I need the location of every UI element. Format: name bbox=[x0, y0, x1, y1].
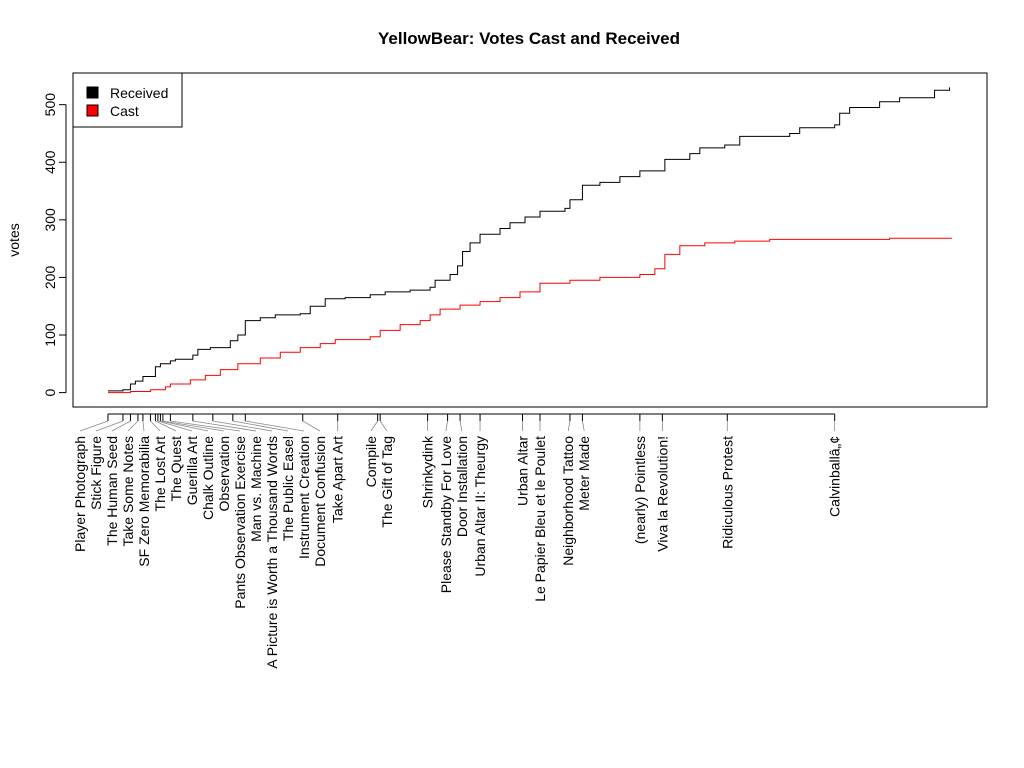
x-tick-label: Ridiculous Protest bbox=[719, 436, 735, 549]
x-tick-leader bbox=[567, 420, 571, 432]
series-lines bbox=[107, 87, 953, 394]
x-tick-label: Please Standby For Love bbox=[438, 436, 454, 593]
chart-title: YellowBear: Votes Cast and Received bbox=[378, 29, 680, 48]
x-tick-label: A Picture is Worth a Thousand Words bbox=[264, 436, 280, 669]
x-tick-label: Calvinballâ„¢ bbox=[827, 436, 843, 517]
x-tick-label: Shrinkydink bbox=[420, 435, 436, 508]
plot-frame bbox=[72, 72, 988, 408]
x-tick-label: Man vs. Machine bbox=[248, 436, 264, 542]
y-tick-label: 200 bbox=[42, 266, 58, 290]
legend-swatch-cast bbox=[86, 104, 99, 117]
x-tick-label: Guerilla Art bbox=[184, 436, 200, 505]
x-tick-label: SF Zero Memorabilia bbox=[136, 436, 152, 567]
x-tick-leader bbox=[95, 420, 124, 432]
x-axis: Player Photograph Stick Figure The Human S… bbox=[72, 413, 843, 669]
x-tick-leader bbox=[379, 420, 388, 432]
y-axis-label: votes bbox=[6, 223, 22, 256]
y-tick-label: 100 bbox=[42, 323, 58, 347]
x-tick-label: Urban Altar II: Theurgy bbox=[472, 436, 488, 577]
x-tick-label: The Human Seed bbox=[104, 436, 120, 546]
x-tick-label: Neighborhood Tattoo bbox=[560, 436, 576, 566]
x-tick-label: Stick Figure bbox=[88, 436, 104, 510]
x-tick-leader bbox=[445, 420, 448, 432]
x-tick-leader bbox=[162, 420, 225, 432]
series-line-cast bbox=[107, 237, 953, 394]
x-tick-label: Meter Made bbox=[576, 436, 592, 511]
y-tick-label: 0 bbox=[42, 389, 58, 397]
legend-label-received: Received bbox=[110, 85, 168, 101]
x-tick-label: Viva la Revolution! bbox=[654, 436, 670, 552]
x-tick-label: Pants Observation Exercise bbox=[232, 436, 248, 609]
x-tick-leader bbox=[150, 420, 161, 432]
x-tick-label: Take Apart Art bbox=[330, 436, 346, 523]
x-tick-label: Urban Altar bbox=[515, 436, 531, 506]
x-tick-label: The Gift of Tag bbox=[379, 436, 395, 528]
y-tick-label: 400 bbox=[42, 150, 58, 174]
x-tick-leader bbox=[170, 420, 241, 432]
y-axis: 0 100 200 300 400 500 bbox=[42, 93, 67, 397]
x-tick-leader bbox=[582, 420, 585, 432]
x-tick-leader bbox=[232, 420, 289, 432]
x-tick-leader bbox=[459, 420, 463, 432]
x-tick-label: Take Some Notes bbox=[120, 436, 136, 547]
x-tick-leader bbox=[155, 420, 177, 432]
x-tick-label: The Lost Art bbox=[152, 436, 168, 512]
legend-swatch-received bbox=[86, 86, 99, 99]
legend: Received Cast bbox=[72, 72, 183, 128]
series-line-received bbox=[107, 87, 951, 392]
x-tick-leader bbox=[370, 420, 378, 432]
x-tick-label: Player Photograph bbox=[72, 436, 88, 552]
x-tick-label: Le Papier Bleu et le Poulet bbox=[532, 436, 548, 602]
x-tick-label: Instrument Creation bbox=[296, 436, 312, 559]
y-tick-label: 500 bbox=[42, 93, 58, 117]
x-tick-leader bbox=[111, 420, 131, 432]
x-tick-label: Door Installation bbox=[454, 436, 470, 537]
x-tick-leader bbox=[302, 420, 321, 432]
x-tick-leader bbox=[157, 420, 193, 432]
x-tick-leader bbox=[212, 420, 273, 432]
x-tick-label: Compile bbox=[363, 436, 379, 488]
x-tick-label: Observation bbox=[216, 436, 232, 511]
x-tick-leader bbox=[245, 420, 305, 432]
x-tick-label: The Quest bbox=[168, 436, 184, 501]
x-tick-label: (nearly) Pointless bbox=[632, 436, 648, 544]
x-tick-leader bbox=[160, 420, 209, 432]
x-tick-label: Document Confusion bbox=[312, 436, 328, 567]
x-tick-leader bbox=[142, 420, 145, 432]
x-tick-leader bbox=[192, 420, 257, 432]
x-tick-label: The Public Easel bbox=[280, 436, 296, 541]
x-tick-leader bbox=[79, 420, 109, 432]
x-tick-leader bbox=[127, 420, 139, 432]
y-tick-label: 300 bbox=[42, 208, 58, 232]
x-tick-label: Chalk Outline bbox=[200, 436, 216, 520]
legend-label-cast: Cast bbox=[110, 103, 139, 119]
